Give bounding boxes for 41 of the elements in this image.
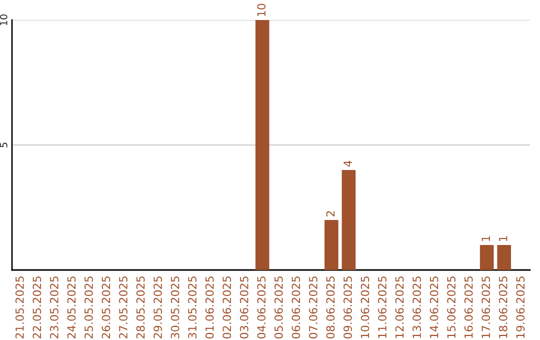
data-label: 4: [344, 160, 352, 167]
bar: [255, 20, 270, 270]
x-tick-label: 30.05.2025: [170, 276, 180, 338]
x-tick-label: 22.05.2025: [32, 276, 42, 338]
x-tick-label: 14.06.2025: [430, 276, 438, 338]
x-tick-label: 07.06.2025: [308, 276, 318, 338]
x-tick-label: 25.05.2025: [84, 276, 93, 338]
x-tick-label: 02.06.2025: [222, 276, 232, 338]
bar: [324, 220, 338, 270]
x-tick-label: 28.05.2025: [136, 276, 145, 338]
data-label: 1: [482, 236, 490, 241]
x-tick-label: 05.06.2025: [274, 276, 283, 338]
x-tick-label: 11.06.2025: [378, 276, 386, 338]
x-tick-label: 21.05.2025: [15, 276, 24, 338]
y-tick-label: 5: [0, 142, 8, 148]
bar: [480, 245, 494, 270]
x-tick-label: 13.06.2025: [412, 276, 421, 338]
data-label: 1: [499, 236, 508, 241]
x-tick-label: 03.06.2025: [240, 276, 248, 338]
x-tick-label: 04.06.2025: [257, 276, 266, 338]
x-tick-label: 27.05.2025: [119, 276, 128, 338]
x-tick-label: 15.06.2025: [447, 276, 456, 338]
data-label: 10: [257, 4, 266, 16]
x-tick-label: 19.06.2025: [516, 276, 525, 338]
x-tick-label: 26.05.2025: [102, 276, 110, 338]
x-tick-label: 01.06.2025: [205, 276, 214, 338]
x-tick-label: 12.06.2025: [395, 276, 404, 338]
x-tick-label: 09.06.2025: [344, 276, 352, 338]
x-tick-label: 18.06.2025: [498, 276, 508, 338]
data-label: 2: [326, 211, 334, 216]
x-tick-label: 06.06.2025: [292, 276, 300, 338]
x-tick-label: 17.06.2025: [482, 276, 490, 338]
bar: [497, 245, 512, 270]
x-tick-label: 23.05.2025: [50, 276, 58, 338]
x-tick-label: 24.05.2025: [67, 276, 76, 338]
x-tick-label: 10.06.2025: [360, 276, 370, 338]
x-tick-label: 31.05.2025: [188, 276, 197, 338]
x-tick-label: 16.06.2025: [464, 276, 473, 338]
bar: [342, 170, 356, 270]
x-tick-label: 08.06.2025: [326, 276, 335, 338]
x-tick-label: 29.05.2025: [154, 276, 162, 338]
